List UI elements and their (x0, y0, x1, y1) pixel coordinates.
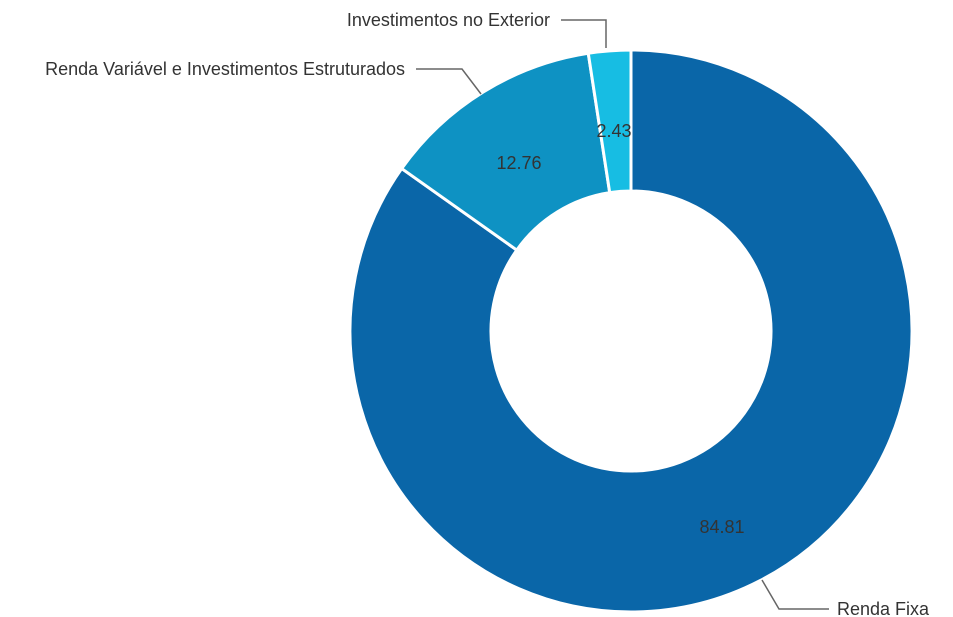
category-label-renda-variavel-e-investimentos-estruturados: Renda Variável e Investimentos Estrutura… (45, 59, 405, 79)
category-label-investimentos-no-exterior: Investimentos no Exterior (347, 10, 550, 30)
slices-group (348, 48, 914, 614)
slice-renda-fixa[interactable] (348, 48, 914, 614)
slice-investimentos-no-exterior[interactable] (586, 48, 633, 195)
leader-line-investimentos-no-exterior (561, 19, 607, 48)
leader-line-renda-fixa (761, 579, 829, 610)
callout-labels-group: Renda Fixa Renda Variável e Investimentos… (45, 10, 930, 617)
value-label-investimentos-no-exterior: 2.43 (596, 121, 631, 141)
value-label-renda-variavel-e-investimentos-estruturados: 12.76 (496, 153, 541, 173)
value-labels-group: 84.81 12.76 2.43 (496, 121, 744, 537)
category-label-renda-fixa: Renda Fixa (837, 599, 930, 617)
leader-lines-group (416, 19, 829, 610)
leader-line-renda-variavel-e-investimentos-estruturados (416, 68, 482, 95)
slice-renda-variavel-e-investimentos-estruturados[interactable] (400, 51, 612, 252)
value-label-renda-fixa: 84.81 (699, 517, 744, 537)
